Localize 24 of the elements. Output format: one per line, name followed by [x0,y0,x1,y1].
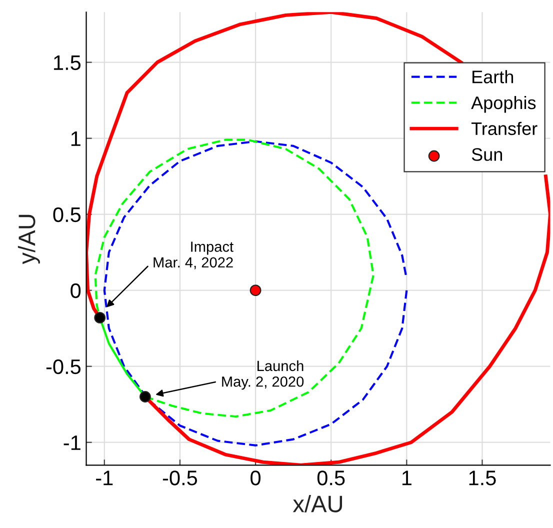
annotation: Impact Mar. 4, 2022 [154,242,234,270]
x-tick-label: 0 [250,470,261,486]
y-tick-label: 1.5 [54,56,81,70]
x-tick-label: 0.5 [317,470,345,486]
x-tick-label: -0.5 [162,470,198,486]
x-tick-label: -1 [96,470,113,486]
point [250,284,262,296]
legend-label: Sun [472,148,502,161]
y-tick-label: 1 [71,132,80,146]
legend-label: Transfer [471,122,538,136]
y-tick-label: -0.5 [46,359,81,374]
point [94,312,106,324]
x-tick-label: 1.5 [469,470,496,486]
y-tick-label: 0.5 [53,207,81,222]
y-tick-label: 0 [70,283,81,298]
x-tick-label: 1 [402,470,412,486]
point [140,391,151,402]
y-tick-label: -1 [64,436,80,450]
annotation: Launch May. 2, 2020 [222,360,304,390]
legend-label: Apophis [471,96,536,113]
legend-label: Earth [472,70,514,84]
y-axis-title: y/AU [18,214,40,264]
x-axis-title: x/AU [292,495,342,512]
line-series [103,140,408,446]
